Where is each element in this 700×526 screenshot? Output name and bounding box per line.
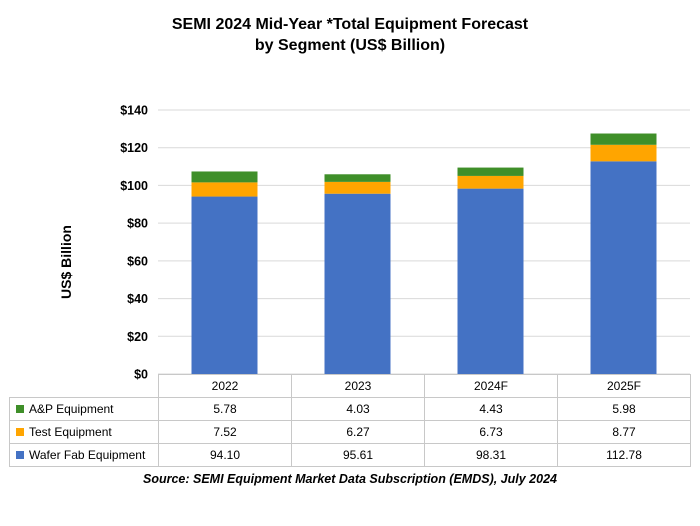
table-row: Test Equipment 7.52 6.27 6.73 8.77	[9, 420, 691, 444]
legend-label: Wafer Fab Equipment	[29, 448, 146, 462]
legend-label: Test Equipment	[29, 425, 112, 439]
y-tick-label: $0	[134, 368, 148, 382]
bar-segment	[324, 181, 391, 194]
bar-segment	[457, 167, 524, 176]
bar-segment	[590, 144, 657, 162]
data-label: 4.03	[291, 397, 425, 421]
bar-segment	[191, 182, 258, 197]
data-label: 98.31	[424, 443, 558, 467]
chart-title-block: SEMI 2024 Mid-Year *Total Equipment Fore…	[0, 14, 700, 56]
data-label: 5.98	[557, 397, 691, 421]
y-tick-label: $40	[127, 292, 148, 306]
bar-segment	[590, 133, 657, 145]
data-label: 5.78	[158, 397, 292, 421]
category-label: 2022	[158, 374, 292, 398]
category-label: 2024F	[424, 374, 558, 398]
legend-entry: Wafer Fab Equipment	[9, 443, 159, 467]
data-table: 2022 2023 2024F 2025F A&P Equipment 5.78 4.03 4…	[9, 374, 691, 467]
category-label: 2025F	[557, 374, 691, 398]
data-label: 6.27	[291, 420, 425, 444]
legend-swatch	[16, 428, 24, 436]
data-label: 7.52	[158, 420, 292, 444]
bar-segment	[457, 175, 524, 189]
source-note: Source: SEMI Equipment Market Data Subsc…	[143, 472, 557, 486]
data-label: 94.10	[158, 443, 292, 467]
chart-title: SEMI 2024 Mid-Year *Total Equipment Fore…	[171, 16, 529, 33]
bar-segment	[191, 196, 258, 374]
data-label: 95.61	[291, 443, 425, 467]
bar-segment	[324, 193, 391, 374]
legend-swatch	[16, 405, 24, 413]
bar-segment	[590, 161, 657, 374]
table-row: A&P Equipment 5.78 4.03 4.43 5.98	[9, 397, 691, 421]
bar-segment	[191, 171, 258, 183]
y-tick-label: $20	[127, 330, 148, 344]
table-corner	[10, 375, 159, 398]
legend-entry: Test Equipment	[9, 420, 159, 444]
chart-subtitle: by Segment (US$ Billion)	[254, 37, 446, 54]
legend-swatch	[16, 451, 24, 459]
data-label: 6.73	[424, 420, 558, 444]
y-tick-label: $120	[120, 141, 148, 155]
legend-label: A&P Equipment	[29, 402, 114, 416]
bar-segment	[457, 188, 524, 374]
y-tick-label: $80	[127, 217, 148, 231]
data-label: 8.77	[557, 420, 691, 444]
data-label: 112.78	[557, 443, 691, 467]
y-tick-label: $140	[120, 104, 148, 118]
y-tick-label: $100	[120, 179, 148, 193]
legend-entry: A&P Equipment	[9, 397, 159, 421]
data-label: 4.43	[424, 397, 558, 421]
table-row: Wafer Fab Equipment 94.10 95.61 98.31 112.78	[9, 443, 691, 467]
bar-segment	[324, 174, 391, 182]
category-label: 2023	[291, 374, 425, 398]
y-tick-label: $60	[127, 254, 148, 268]
